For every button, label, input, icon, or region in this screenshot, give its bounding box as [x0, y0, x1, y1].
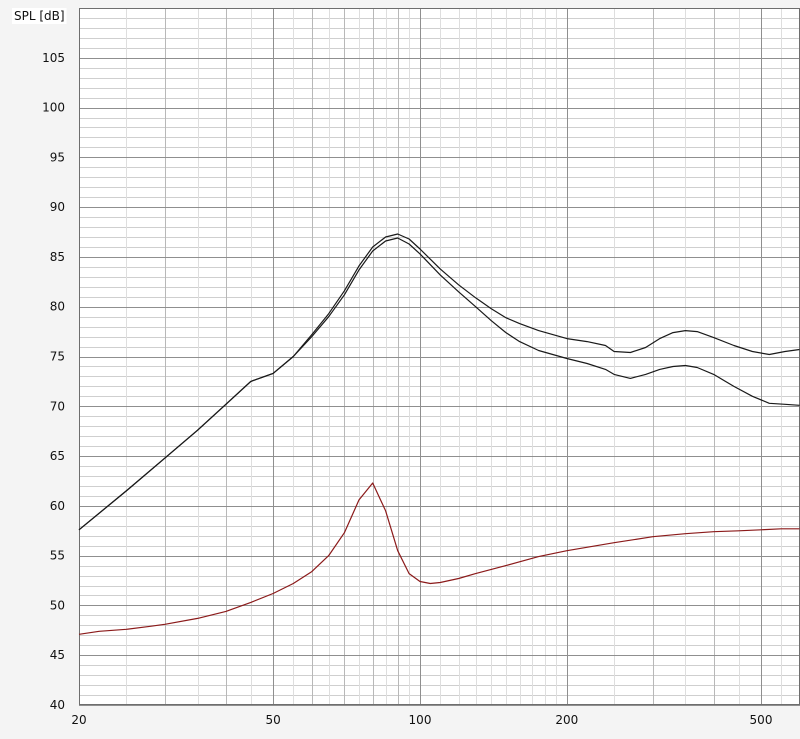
y-tick-label: 50	[50, 598, 65, 612]
y-tick-label: 75	[50, 350, 65, 364]
y-tick-label: 95	[50, 150, 65, 164]
y-axis-label-background	[12, 8, 67, 24]
y-tick-label: 40	[50, 698, 65, 712]
x-tick-label: 20	[71, 713, 86, 727]
x-tick-label: 100	[409, 713, 432, 727]
x-tick-label: 50	[265, 713, 280, 727]
y-tick-label: 70	[50, 399, 65, 413]
y-tick-label: 65	[50, 449, 65, 463]
y-tick-label: 80	[50, 300, 65, 314]
y-tick-label: 55	[50, 549, 65, 563]
series-line-3	[78, 482, 800, 635]
y-tick-label: 105	[42, 51, 65, 65]
y-tick-label: 45	[50, 648, 65, 662]
y-axis-label: SPL [dB]	[14, 9, 65, 23]
plot-area	[79, 8, 800, 705]
y-tick-label: 100	[42, 101, 65, 115]
y-tick-label: 90	[50, 200, 65, 214]
x-tick-label: 200	[555, 713, 578, 727]
x-tick-label: 500	[750, 713, 773, 727]
series-line-2	[78, 237, 800, 531]
y-tick-label: 85	[50, 250, 65, 264]
y-tick-label: 60	[50, 499, 65, 513]
